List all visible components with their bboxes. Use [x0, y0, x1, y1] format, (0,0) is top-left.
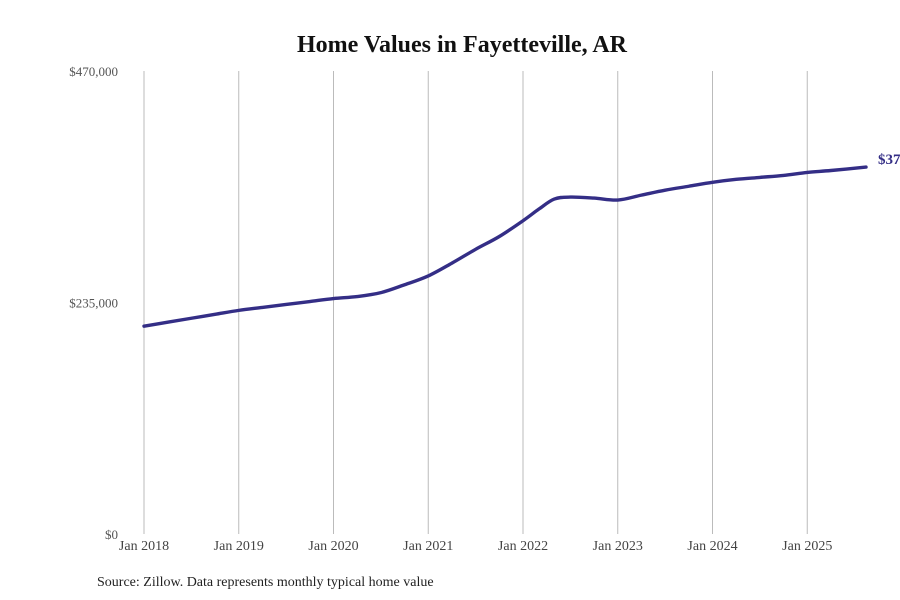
gridlines [143, 71, 808, 534]
x-tick-label: Jan 2023 [593, 539, 643, 554]
end-value-label: $372,445 [878, 152, 900, 168]
y-tick-label: $0 [105, 527, 118, 542]
series-lines [142, 165, 868, 328]
page-title: Home Values in Fayetteville, AR [297, 32, 628, 58]
x-tick-label: Jan 2018 [119, 539, 169, 554]
x-tick-label: Jan 2020 [308, 539, 358, 554]
series-line [142, 165, 868, 328]
source-footnote: Source: Zillow. Data represents monthly … [97, 575, 434, 590]
x-axis-tick-labels: Jan 2018 Jan 2019 Jan 2020 Jan 2021 Jan 2022… [119, 539, 832, 554]
x-tick-label: Jan 2021 [403, 539, 453, 554]
x-tick-label: Jan 2019 [214, 539, 264, 554]
y-tick-label: $470,000 [69, 64, 118, 79]
y-axis-tick-labels: $0 $235,000 $470,000 [69, 64, 118, 542]
x-tick-label: Jan 2024 [687, 539, 737, 554]
x-tick-label: Jan 2025 [782, 539, 832, 554]
y-tick-label: $235,000 [69, 296, 118, 311]
x-tick-label: Jan 2022 [498, 539, 548, 554]
chart-annotations: $372,445 [878, 152, 900, 168]
